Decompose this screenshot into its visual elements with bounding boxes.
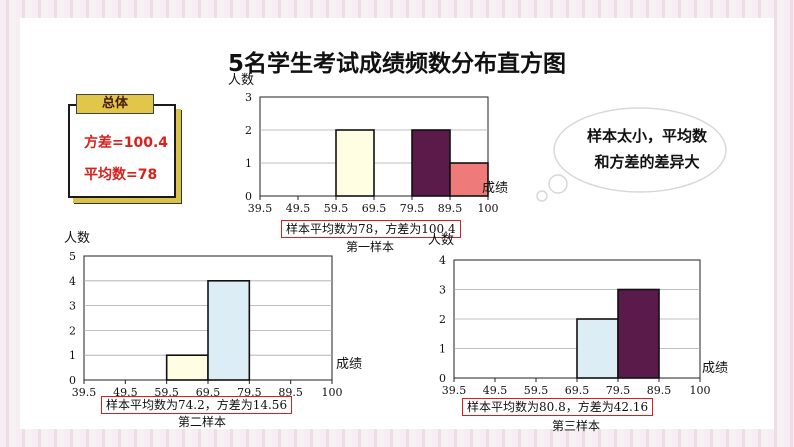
y-tick-label: 3 xyxy=(245,91,252,104)
overall-mean: 平均数=78 xyxy=(84,167,158,183)
x-tick-label: 79.5 xyxy=(606,384,631,397)
x-tick-label: 49.5 xyxy=(286,202,311,215)
sample-1-caption: 样本平均数为78，方差为100.4 xyxy=(281,220,461,238)
x-tick-label: 39.5 xyxy=(248,202,273,215)
page-title: 5名学生考试成绩频数分布直方图 xyxy=(227,51,566,77)
x-tick-label: 89.5 xyxy=(647,384,672,397)
overall-stats-card xyxy=(68,104,176,198)
overall-header: 总体 xyxy=(76,94,154,114)
y-tick-label: 0 xyxy=(245,190,252,203)
overall-variance: 方差=100.4 xyxy=(84,135,169,151)
thought-cloud xyxy=(536,107,727,202)
histogram-bar xyxy=(411,129,451,197)
y-tick-label: 1 xyxy=(69,349,76,362)
x-tick-label: 79.5 xyxy=(400,202,425,215)
x-axis-label: 成绩 xyxy=(482,181,508,196)
y-axis-label: 人数 xyxy=(228,73,254,88)
y-axis-label: 人数 xyxy=(64,231,90,246)
x-tick-label: 100 xyxy=(690,384,711,397)
y-tick-label: 3 xyxy=(439,284,446,297)
callout-line-2: 和方差的差异大 xyxy=(594,153,700,171)
histogram-bar xyxy=(335,129,375,197)
y-tick-label: 1 xyxy=(439,343,446,356)
histogram-bar xyxy=(207,279,251,381)
histogram-bar xyxy=(576,318,619,379)
y-axis-label: 人数 xyxy=(428,233,454,248)
x-tick-label: 89.5 xyxy=(438,202,463,215)
y-tick-label: 4 xyxy=(69,275,76,288)
y-tick-label: 0 xyxy=(69,374,76,387)
y-tick-label: 3 xyxy=(69,300,76,313)
x-tick-label: 59.5 xyxy=(324,202,349,215)
x-tick-label: 69.5 xyxy=(362,202,387,215)
x-tick-label: 69.5 xyxy=(565,384,590,397)
x-tick-label: 100 xyxy=(322,386,343,399)
histogram-bar xyxy=(617,288,660,379)
histogram-bar xyxy=(165,354,209,381)
sample-3-caption: 样本平均数为80.8，方差为42.16 xyxy=(462,398,654,416)
x-tick-label: 59.5 xyxy=(524,384,549,397)
y-tick-label: 2 xyxy=(245,124,252,137)
x-tick-label: 49.5 xyxy=(113,386,138,399)
x-axis-label: 成绩 xyxy=(702,361,728,376)
sample-3-label: 第三样本 xyxy=(552,419,601,433)
y-tick-label: 2 xyxy=(439,313,446,326)
x-tick-label: 39.5 xyxy=(442,384,467,397)
callout-line-1: 样本太小，平均数 xyxy=(586,127,707,145)
sample-1-label: 第一样本 xyxy=(346,240,395,254)
y-tick-label: 0 xyxy=(439,372,446,385)
sample-2-label: 第二样本 xyxy=(178,415,227,429)
sample-2-caption: 样本平均数为74.2，方差为14.56 xyxy=(101,396,293,414)
x-tick-label: 39.5 xyxy=(72,386,97,399)
y-tick-label: 5 xyxy=(69,250,76,263)
y-tick-label: 4 xyxy=(439,254,446,267)
x-tick-label: 79.5 xyxy=(237,386,261,399)
x-tick-label: 49.5 xyxy=(483,384,508,397)
x-tick-label: 59.5 xyxy=(154,386,179,399)
x-tick-label: 69.5 xyxy=(196,386,221,399)
y-tick-label: 1 xyxy=(245,157,252,170)
y-tick-label: 2 xyxy=(69,324,76,337)
x-tick-label: 89.5 xyxy=(278,386,303,399)
x-tick-label: 100 xyxy=(478,202,499,215)
x-axis-label: 成绩 xyxy=(336,357,362,372)
histogram-bar xyxy=(449,162,489,197)
